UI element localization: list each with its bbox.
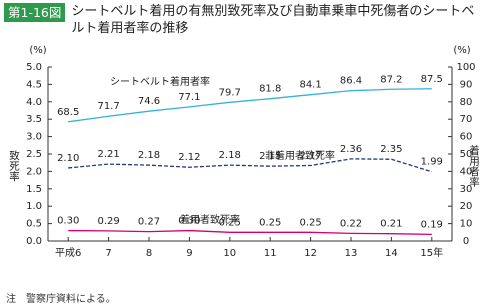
series-name: 非着用者致死率 [265, 149, 335, 162]
data-label: 2.12 [178, 152, 200, 163]
series-line [68, 158, 432, 173]
y-tick-label: 3.0 [26, 132, 42, 143]
y2-tick-label: 100 [456, 62, 475, 73]
y-tick-label: 0.0 [26, 236, 42, 247]
x-tick-label: 9 [186, 248, 192, 259]
data-label: 81.8 [259, 84, 281, 95]
y2-tick-label: 40 [460, 166, 473, 177]
y-tick-label: 1.0 [26, 201, 42, 212]
y-tick-label: 3.5 [26, 114, 42, 125]
data-label: 84.1 [299, 80, 321, 91]
data-label: 87.5 [421, 74, 443, 85]
y2-tick-label: 50 [460, 149, 473, 160]
y-unit: (%) [29, 45, 46, 56]
y-axis-label: 致死率 [8, 149, 20, 182]
figure-number: 第1-16図 [4, 3, 66, 22]
chart-title: シートベルト着用の有無別致死率及び自動車乗車中死傷者のシートベルト着用者率の推移 [71, 4, 475, 36]
data-label: 2.15 [259, 151, 281, 162]
data-label: 2.35 [380, 144, 402, 155]
data-label: 0.30 [178, 216, 200, 227]
y2-tick-label: 30 [460, 184, 473, 195]
y2-tick-label: 90 [460, 79, 473, 90]
x-tick-label: 7 [105, 248, 111, 259]
data-label: 86.4 [340, 76, 362, 87]
y-tick-label: 1.5 [26, 184, 42, 195]
series-name: シートベルト着用者率 [110, 75, 210, 88]
x-tick-label: 8 [146, 248, 152, 259]
data-label: 2.10 [57, 153, 79, 164]
data-label: 2.17 [299, 150, 321, 161]
data-label: 0.25 [299, 217, 321, 228]
x-tick-label: 11 [264, 248, 277, 259]
data-label: 0.25 [219, 217, 241, 228]
y-tick-label: 2.5 [26, 149, 42, 160]
data-label: 0.27 [138, 217, 160, 228]
data-label: 0.29 [97, 216, 119, 227]
data-label: 87.2 [380, 74, 402, 85]
data-label: 77.1 [178, 92, 200, 103]
y2-tick-label: 70 [460, 114, 473, 125]
header: 第1-16図 シートベルト着用の有無別致死率及び自動車乗車中死傷者のシートベルト… [4, 3, 482, 37]
data-label: 0.25 [259, 217, 281, 228]
y2-tick-label: 10 [460, 219, 473, 230]
y-tick-label: 4.0 [26, 97, 42, 108]
data-label: 71.7 [97, 101, 119, 112]
data-label: 2.36 [340, 144, 362, 155]
x-tick-label: 12 [304, 248, 317, 259]
data-label: 74.6 [138, 96, 160, 107]
y2-tick-label: 20 [460, 201, 473, 212]
y2-tick-label: 0 [463, 236, 469, 247]
data-label: 79.7 [219, 87, 241, 98]
series-line [68, 229, 432, 236]
x-tick-label: 15年 [420, 246, 443, 259]
x-tick-label: 平成6 [55, 247, 81, 259]
x-tick-label: 13 [345, 248, 358, 259]
y-tick-label: 4.5 [26, 79, 42, 90]
x-tick-label: 10 [223, 248, 236, 259]
y2-tick-label: 80 [460, 97, 473, 108]
data-label: 0.22 [340, 218, 362, 229]
data-label: 1.99 [421, 157, 443, 168]
x-tick-label: 14 [385, 248, 398, 259]
y2-tick-label: 60 [460, 132, 473, 143]
y-tick-label: 0.5 [26, 219, 42, 230]
footnote: 注 警察庁資料による。 [6, 294, 116, 305]
chart: (%) (%) 致死率 着用者率 0.0 0.5 1.0 1.5 2.0 2.5 3.0 3.… [8, 45, 480, 259]
data-label: 0.19 [421, 219, 443, 230]
y2-unit: (%) [453, 45, 470, 56]
data-label: 0.21 [380, 219, 402, 230]
data-label: 2.18 [219, 150, 241, 161]
y2-axis-label: 着用者率 [468, 144, 480, 188]
series-line [68, 88, 432, 123]
series-name: 着用者致死率 [180, 213, 240, 226]
y-tick-label: 2.0 [26, 166, 42, 177]
y-tick-label: 5.0 [26, 62, 42, 73]
data-label: 2.18 [138, 150, 160, 161]
data-label: 2.21 [97, 149, 119, 160]
data-label: 0.30 [57, 216, 79, 227]
data-label: 68.5 [57, 107, 79, 118]
